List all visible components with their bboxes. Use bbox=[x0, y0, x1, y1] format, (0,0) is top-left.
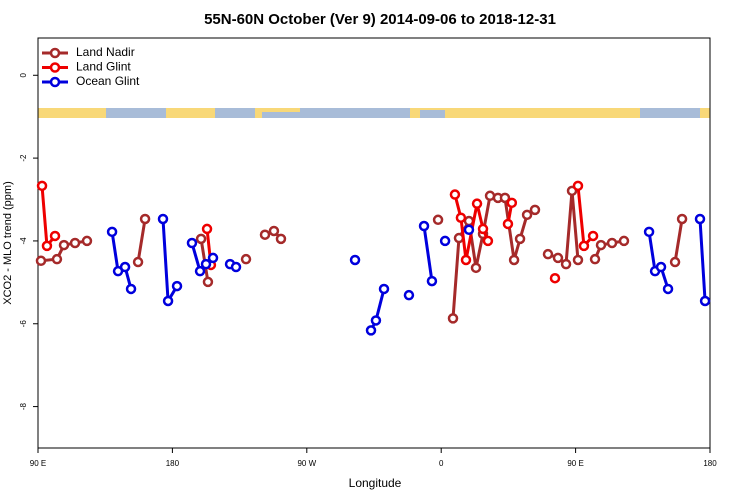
x-tick-label: 180 bbox=[703, 459, 717, 468]
y-axis-label: XCO2 - MLO trend (ppm) bbox=[2, 181, 14, 304]
data-point bbox=[549, 272, 561, 284]
data-point bbox=[378, 283, 390, 295]
x-tick-label: 90 E bbox=[30, 459, 46, 468]
data-point bbox=[587, 230, 599, 242]
data-point bbox=[125, 283, 137, 295]
data-point bbox=[529, 204, 541, 216]
data-point bbox=[58, 239, 70, 251]
data-point bbox=[35, 255, 47, 267]
data-point bbox=[162, 295, 174, 307]
y-tick-label: 0 bbox=[19, 72, 28, 77]
legend-marker bbox=[49, 62, 61, 73]
data-point bbox=[460, 254, 472, 266]
data-point bbox=[207, 252, 219, 264]
data-point bbox=[195, 233, 207, 245]
data-point bbox=[455, 212, 467, 223]
data-point bbox=[186, 237, 198, 249]
data-point bbox=[49, 230, 61, 242]
data-point bbox=[106, 226, 118, 238]
data-point bbox=[669, 256, 681, 268]
chart-title: 55N-60N October (Ver 9) 2014-09-06 to 20… bbox=[204, 11, 556, 28]
legend-label: Land Glint bbox=[76, 60, 131, 74]
data-point bbox=[595, 239, 607, 251]
data-point bbox=[471, 198, 483, 209]
data-point bbox=[655, 261, 667, 273]
y-tick-label: -6 bbox=[19, 320, 28, 328]
data-point bbox=[542, 248, 554, 260]
legend-label: Land Nadir bbox=[76, 45, 135, 59]
series-line bbox=[40, 190, 684, 319]
data-point bbox=[349, 254, 361, 266]
data-point bbox=[81, 235, 93, 247]
data-point bbox=[643, 226, 655, 238]
data-point bbox=[694, 213, 706, 225]
legend-marker bbox=[49, 76, 61, 88]
data-point bbox=[365, 325, 377, 336]
legend-label: Ocean Glint bbox=[76, 74, 140, 88]
map-strip bbox=[38, 108, 710, 118]
data-point bbox=[521, 209, 533, 221]
data-point bbox=[578, 240, 590, 252]
data-point bbox=[589, 253, 601, 265]
data-point bbox=[699, 295, 711, 307]
data-point bbox=[552, 252, 564, 264]
plot-frame bbox=[37, 37, 711, 449]
data-point bbox=[606, 237, 618, 249]
data-point bbox=[200, 258, 212, 270]
data-point bbox=[470, 262, 482, 274]
x-tick-label: 180 bbox=[166, 459, 180, 468]
data-point bbox=[36, 180, 48, 192]
x-tick-label: 90 W bbox=[297, 459, 316, 468]
data-point bbox=[514, 233, 526, 245]
data-point bbox=[418, 220, 430, 232]
data-point bbox=[370, 315, 382, 326]
data-point bbox=[268, 225, 280, 237]
data-point bbox=[157, 213, 169, 225]
data-point bbox=[463, 224, 475, 235]
data-point bbox=[572, 254, 584, 266]
data-point bbox=[69, 237, 81, 249]
data-point bbox=[432, 214, 444, 226]
y-tick-label: -8 bbox=[19, 402, 28, 410]
x-tick-label: 0 bbox=[439, 459, 444, 468]
y-tick-label: -4 bbox=[19, 237, 28, 245]
data-point bbox=[259, 229, 271, 240]
data-point bbox=[499, 192, 511, 204]
data-point bbox=[41, 240, 53, 252]
x-tick-label: 90 E bbox=[567, 459, 583, 468]
data-point bbox=[447, 313, 459, 324]
data-point bbox=[201, 223, 213, 235]
data-point bbox=[506, 197, 518, 209]
data-point bbox=[662, 283, 674, 295]
data-point bbox=[171, 280, 183, 292]
x-axis-label: Longitude bbox=[349, 476, 402, 490]
legend-marker bbox=[49, 47, 61, 59]
data-point bbox=[132, 256, 144, 268]
data-point bbox=[676, 213, 688, 225]
data-point bbox=[572, 180, 584, 192]
data-point bbox=[119, 261, 131, 273]
data-point bbox=[51, 253, 63, 265]
data-point bbox=[275, 233, 287, 245]
data-point bbox=[482, 235, 494, 247]
data-point bbox=[139, 213, 151, 225]
data-point bbox=[230, 261, 242, 273]
data-point bbox=[194, 265, 206, 277]
y-tick-label: -2 bbox=[19, 154, 28, 162]
data-point bbox=[502, 218, 514, 230]
data-point bbox=[202, 276, 214, 288]
data-point bbox=[439, 235, 451, 247]
data-point bbox=[477, 223, 489, 235]
data-point bbox=[403, 289, 415, 301]
data-point bbox=[560, 258, 572, 270]
data-point bbox=[426, 275, 438, 287]
data-point bbox=[618, 235, 630, 247]
data-point bbox=[240, 253, 252, 265]
data-point bbox=[449, 189, 461, 200]
data-point bbox=[508, 254, 520, 266]
